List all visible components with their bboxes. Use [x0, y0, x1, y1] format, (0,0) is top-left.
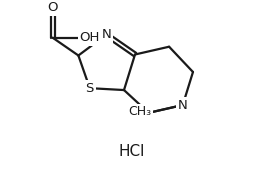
Text: N: N [101, 28, 111, 41]
Text: N: N [178, 99, 188, 112]
Text: OH: OH [80, 31, 100, 44]
Text: O: O [47, 1, 58, 14]
Text: CH₃: CH₃ [129, 105, 152, 118]
Text: HCl: HCl [119, 144, 145, 159]
Text: S: S [86, 82, 94, 95]
